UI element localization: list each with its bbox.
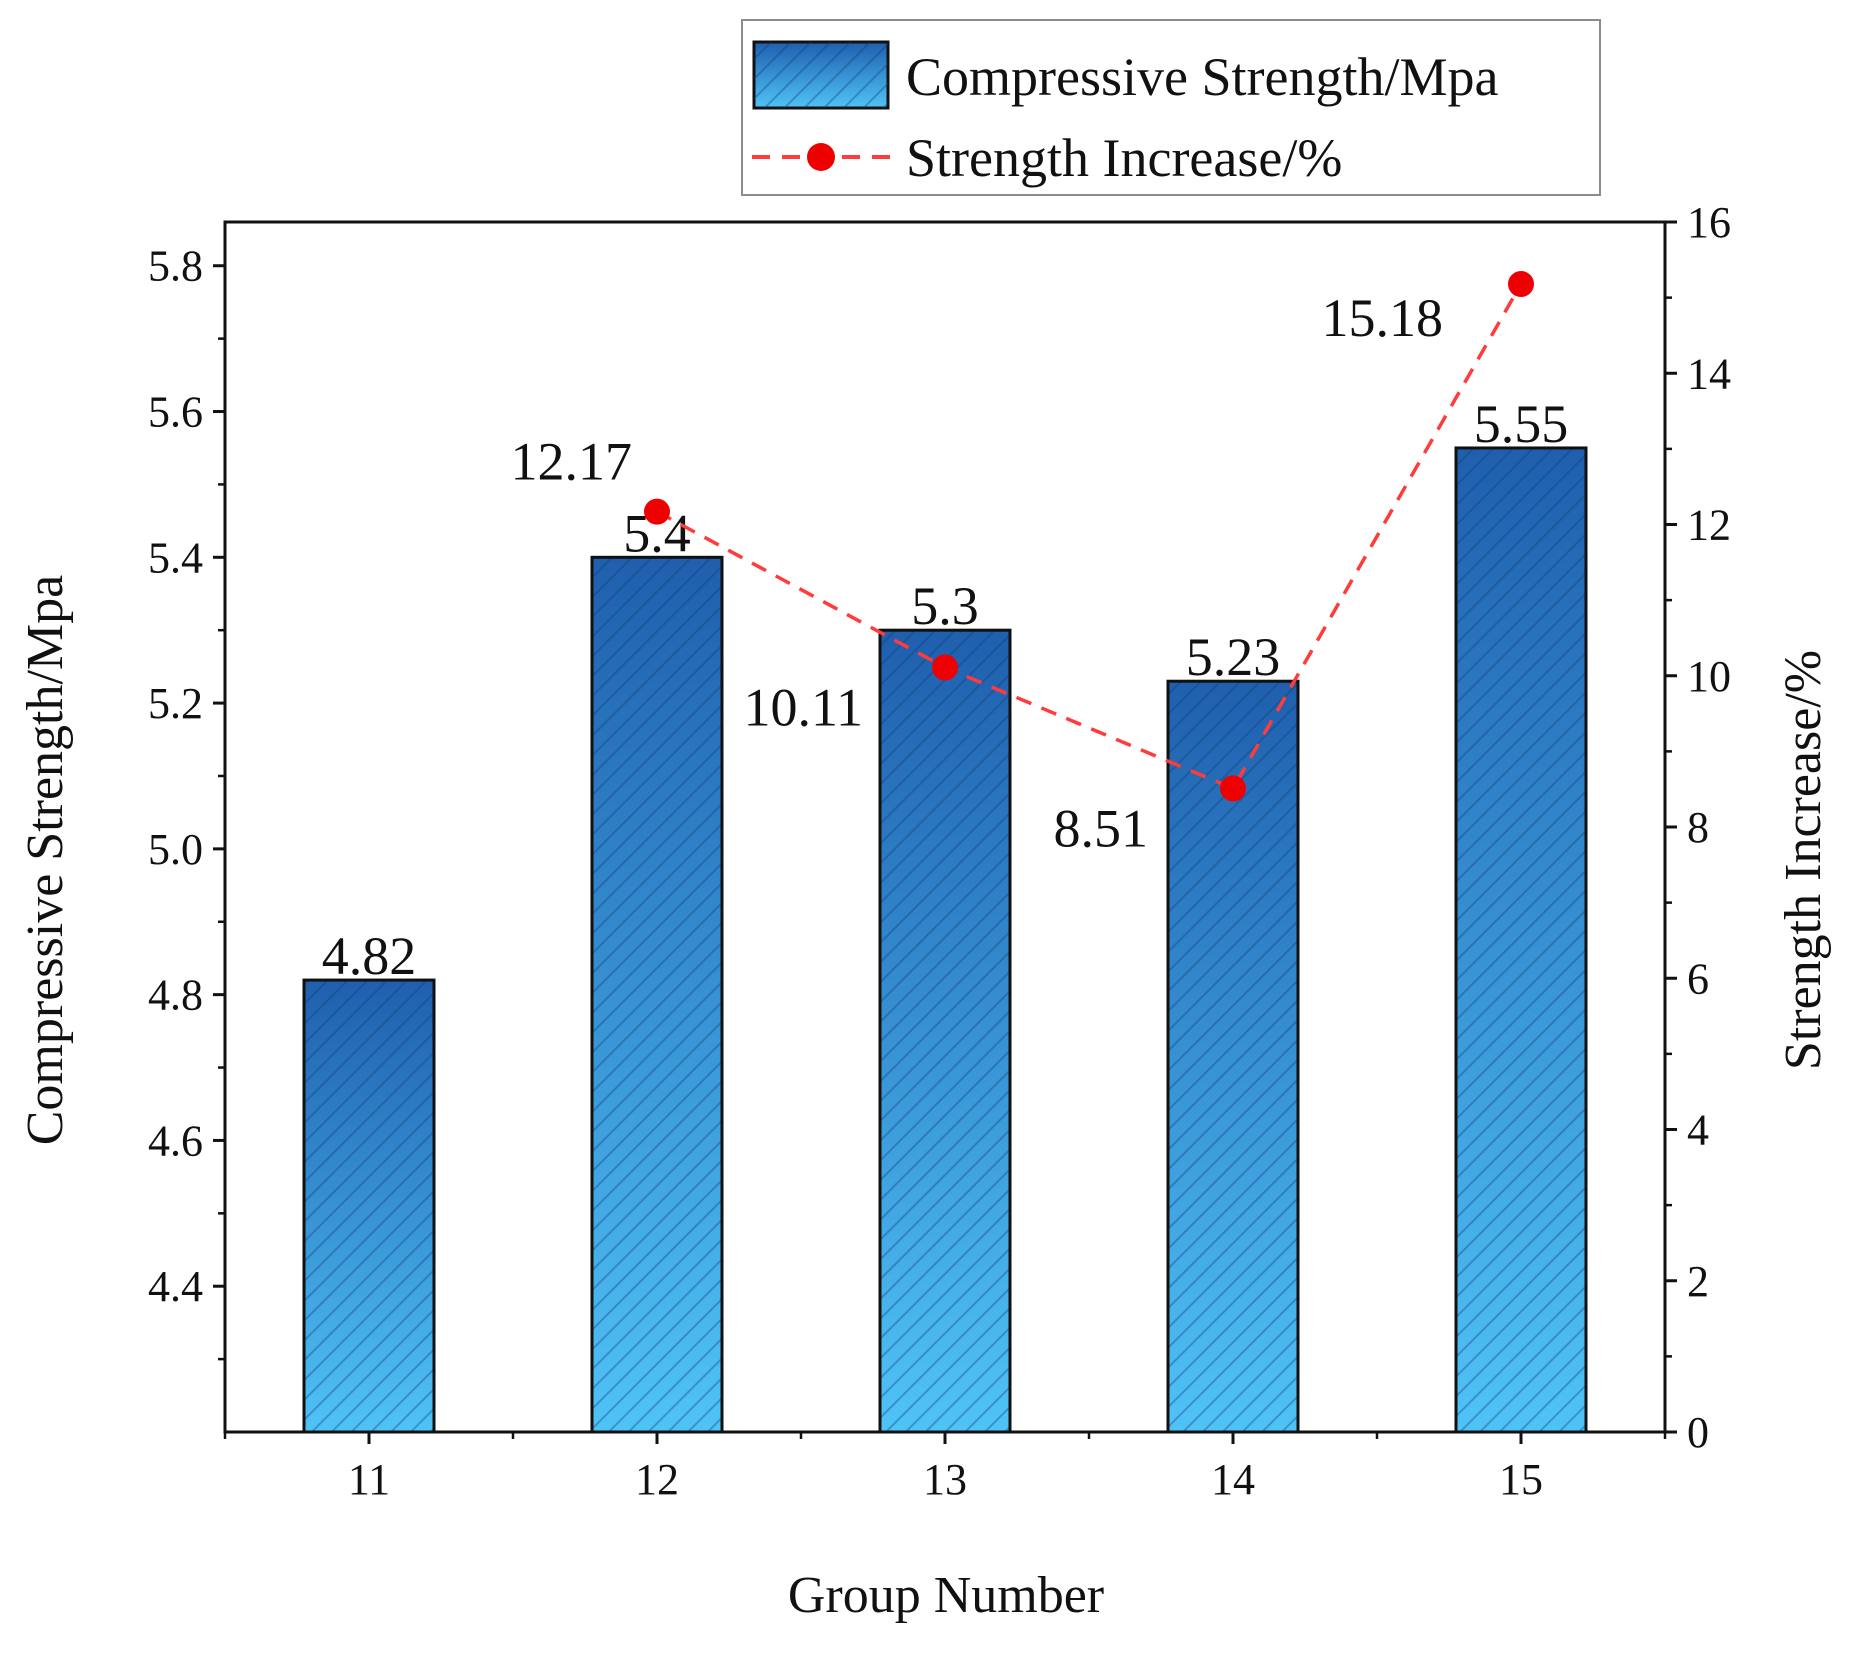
y2-tick-label-12: 12	[1687, 501, 1731, 550]
y-axis-title: Compressive Strength/Mpa	[17, 575, 74, 1146]
legend-bar-swatch-hatch	[754, 42, 888, 108]
increase-line-path	[656, 283, 1523, 791]
axes: 4.4 4.6 4.8 5.0 5.2 5.4 5.6 5.8 0 2 4 6 8 10 12 14 16 11 1…	[148, 198, 1731, 1504]
bar-value-label-13: 5.3	[911, 576, 979, 636]
legend: Compressive Strength/Mpa Strength Increa…	[741, 19, 1601, 196]
x-tick-label-13: 13	[923, 1455, 967, 1504]
bar-hatch-15	[1456, 447, 1586, 1432]
bar-hatch-11	[304, 980, 434, 1432]
y-tick-label-5.2: 5.2	[148, 679, 203, 728]
x-tick-label-14: 14	[1211, 1455, 1255, 1504]
y2-tick-label-10: 10	[1687, 652, 1731, 701]
increase-point-12	[644, 498, 670, 525]
legend-label-increase: Strength Increase/%	[906, 128, 1342, 188]
y-tick-label-5.4: 5.4	[148, 533, 203, 582]
bar-group-14	[1166, 679, 1300, 1434]
increase-value-label-13: 10.11	[744, 677, 864, 737]
bar-hatch-12	[592, 557, 722, 1432]
y-tick-label-4.8: 4.8	[148, 971, 203, 1020]
y2-tick-label-4: 4	[1687, 1106, 1709, 1155]
bar-value-label-14: 5.23	[1186, 627, 1281, 687]
strength-increase-line: 12.17 10.11 8.51 15.18	[511, 271, 1534, 858]
bar-hatch-13	[880, 630, 1010, 1432]
y2-axis-title: Strength Increase/%	[1775, 650, 1832, 1070]
increase-value-label-14: 8.51	[1054, 798, 1149, 858]
bar-group-11	[302, 978, 436, 1434]
bar-hatch-14	[1168, 681, 1298, 1432]
y-tick-label-5.6: 5.6	[148, 388, 203, 437]
increase-value-label-12: 12.17	[511, 432, 633, 492]
y2-tick-label-0: 0	[1687, 1408, 1709, 1457]
increase-point-14	[1220, 775, 1246, 802]
y2-tick-label-2: 2	[1687, 1257, 1709, 1306]
legend-point-swatch	[807, 143, 835, 171]
increase-point-13	[932, 654, 958, 681]
y-tick-label-4.4: 4.4	[148, 1262, 203, 1311]
legend-label-compressive: Compressive Strength/Mpa	[906, 47, 1498, 107]
y2-tick-label-16: 16	[1687, 198, 1731, 247]
y2-tick-label-8: 8	[1687, 803, 1709, 852]
bar-labels: 4.825.45.35.235.55	[322, 394, 1569, 986]
y2-tick-label-6: 6	[1687, 954, 1709, 1003]
y-tick-label-4.6: 4.6	[148, 1116, 203, 1165]
increase-point-15	[1508, 271, 1534, 298]
bar-value-label-11: 4.82	[322, 926, 417, 986]
x-tick-label-15: 15	[1499, 1455, 1543, 1504]
bars	[302, 446, 1588, 1434]
bar-group-15	[1454, 446, 1588, 1434]
x-tick-label-11: 11	[348, 1455, 390, 1504]
y-tick-label-5.8: 5.8	[148, 242, 203, 291]
x-axis-title: Group Number	[788, 1567, 1104, 1624]
increase-value-label-15: 15.18	[1322, 288, 1444, 348]
x-tick-label-12: 12	[635, 1455, 679, 1504]
y2-tick-label-14: 14	[1687, 349, 1731, 398]
bar-group-12	[590, 555, 724, 1434]
bar-group-13	[878, 628, 1012, 1434]
bar-value-label-15: 5.55	[1474, 394, 1569, 454]
y-tick-label-5.0: 5.0	[148, 825, 203, 874]
